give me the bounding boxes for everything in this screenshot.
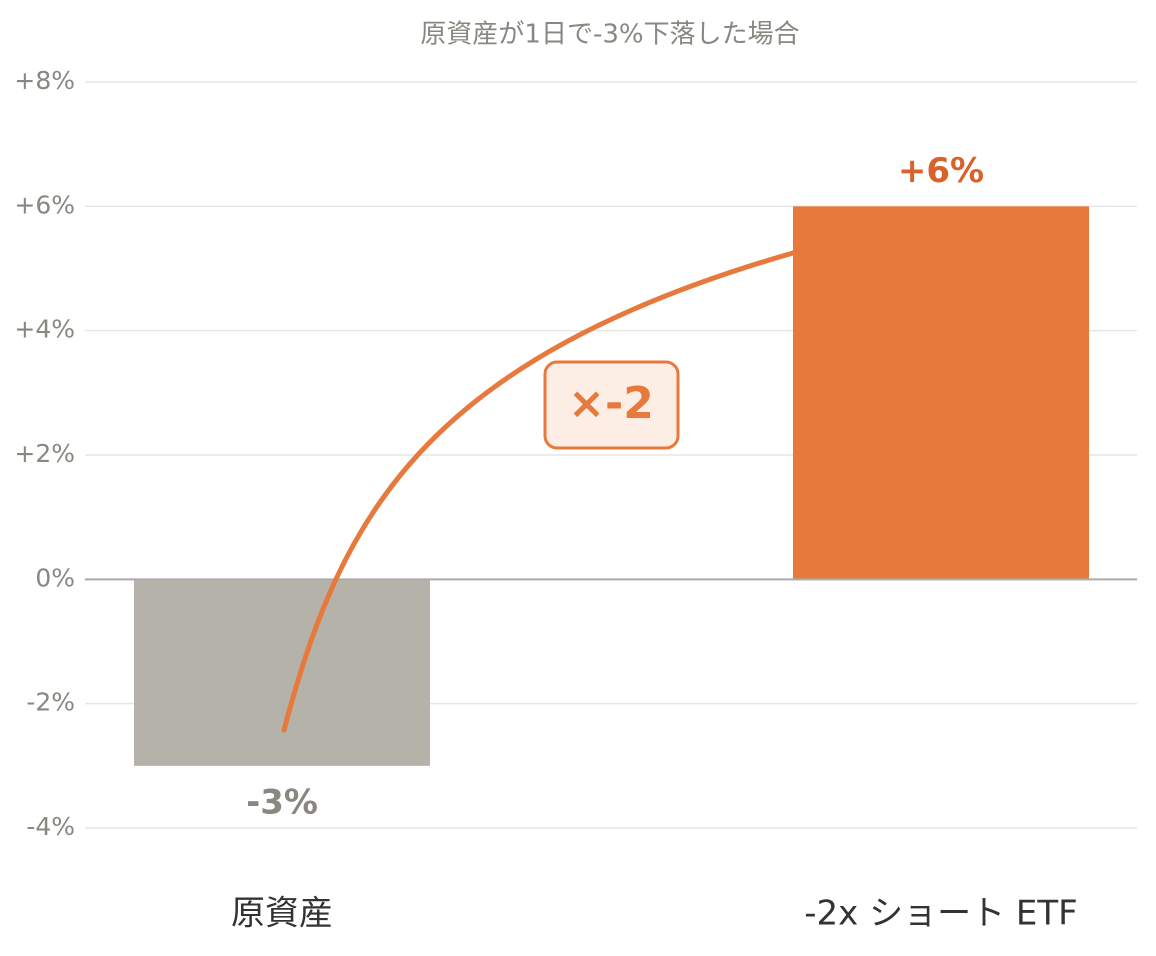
x-tick-label: 原資産 [231, 894, 333, 934]
value-label: +6% [898, 151, 984, 191]
value-label: -3% [246, 782, 318, 822]
y-tick-label: 0% [35, 563, 75, 592]
x-tick-label: -2x ショート ETF [804, 894, 1077, 934]
chart-title: 原資産が1日で-3%下落した場合 [420, 20, 799, 50]
y-tick-label: -2% [26, 688, 75, 717]
y-tick-label: +4% [14, 315, 75, 344]
y-tick-label: +6% [14, 190, 75, 219]
bar [134, 579, 430, 766]
y-tick-label: +2% [14, 439, 75, 468]
annotation: ×-2 [568, 378, 654, 429]
annotation-box [543, 360, 680, 450]
arrow-curve [281, 250, 796, 733]
bar [793, 206, 1089, 580]
y-tick-label: +8% [14, 66, 75, 95]
y-tick-label: -4% [26, 812, 75, 841]
